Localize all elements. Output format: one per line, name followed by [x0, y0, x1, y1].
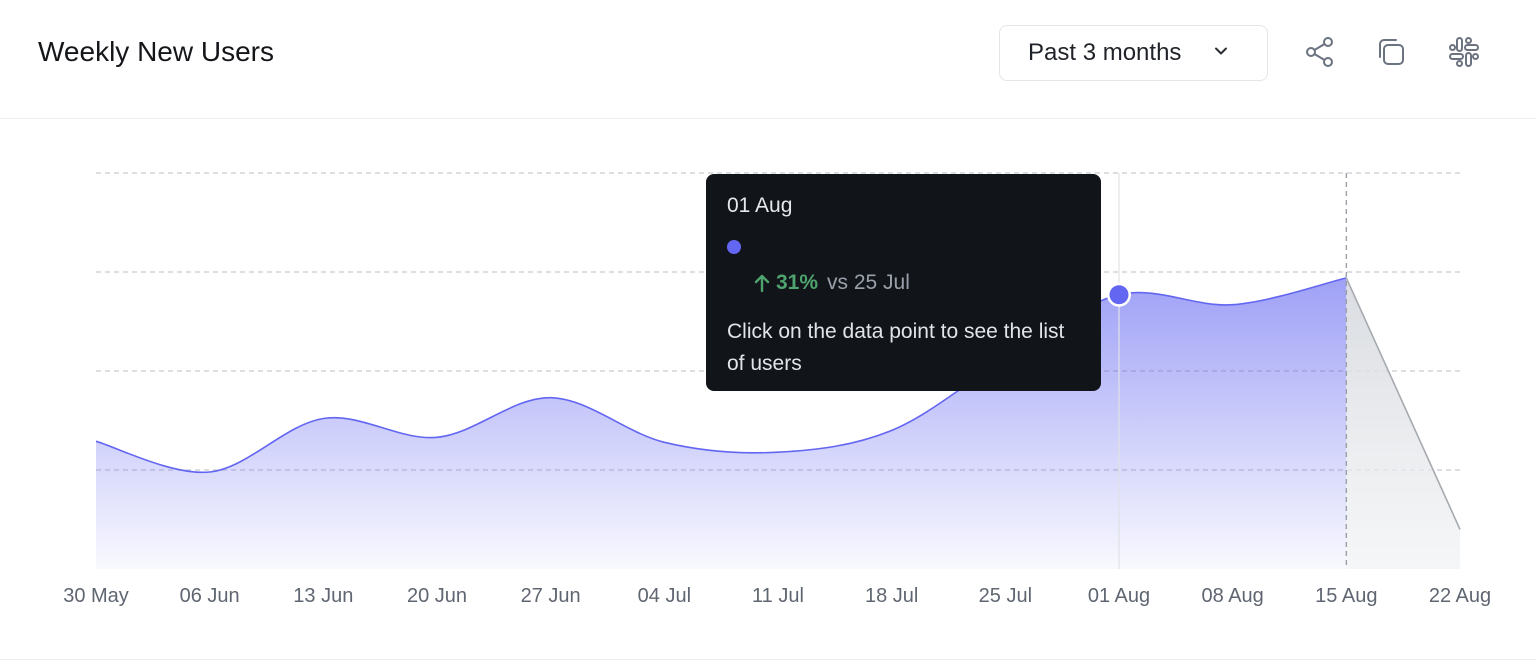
x-tick-label: 18 Jul	[865, 585, 918, 607]
chart-title: Weekly New Users	[38, 36, 274, 67]
x-tick-label: 25 Jul	[979, 585, 1032, 607]
x-tick-label: 11 Jul	[752, 585, 804, 607]
change-percent: 31%	[776, 271, 819, 294]
copy-icon[interactable]	[1375, 36, 1407, 68]
x-tick-label: 20 Jun	[407, 585, 467, 607]
tooltip-date: 01 Aug	[727, 194, 793, 217]
slack-icon[interactable]	[1448, 36, 1480, 68]
tooltip-hint: Click on the data point to see the list …	[727, 320, 1065, 375]
arrow-up-icon	[754, 274, 770, 293]
compare-text: vs 25 Jul	[827, 271, 910, 294]
chart-tooltip: 01 Aug 31% vs 25 Jul Click on the data p…	[706, 174, 1101, 391]
tooltip-change: 31% vs 25 Jul	[754, 271, 910, 295]
date-range-label: Past 3 months	[1028, 39, 1182, 66]
chart-header: Weekly New Users Past 3 months	[0, 0, 1536, 119]
chevron-down-icon	[1215, 47, 1227, 55]
highlight-point	[1109, 285, 1129, 305]
date-range-select[interactable]: Past 3 months	[999, 25, 1268, 81]
x-tick-label: 15 Aug	[1315, 585, 1377, 607]
footer-divider	[0, 659, 1536, 660]
x-tick-label: 08 Aug	[1202, 585, 1264, 607]
x-tick-label: 01 Aug	[1088, 585, 1150, 607]
x-tick-label: 22 Aug	[1429, 585, 1491, 607]
x-tick-label: 13 Jun	[293, 585, 353, 607]
x-tick-label: 04 Jul	[638, 585, 691, 607]
share-icon[interactable]	[1304, 36, 1336, 68]
series-color-dot	[727, 240, 741, 254]
x-tick-label: 27 Jun	[521, 585, 581, 607]
projection-area	[1346, 277, 1460, 569]
x-tick-label: 06 Jun	[180, 585, 240, 607]
projection-line	[1345, 277, 1461, 530]
x-tick-label: 30 May	[63, 585, 129, 607]
